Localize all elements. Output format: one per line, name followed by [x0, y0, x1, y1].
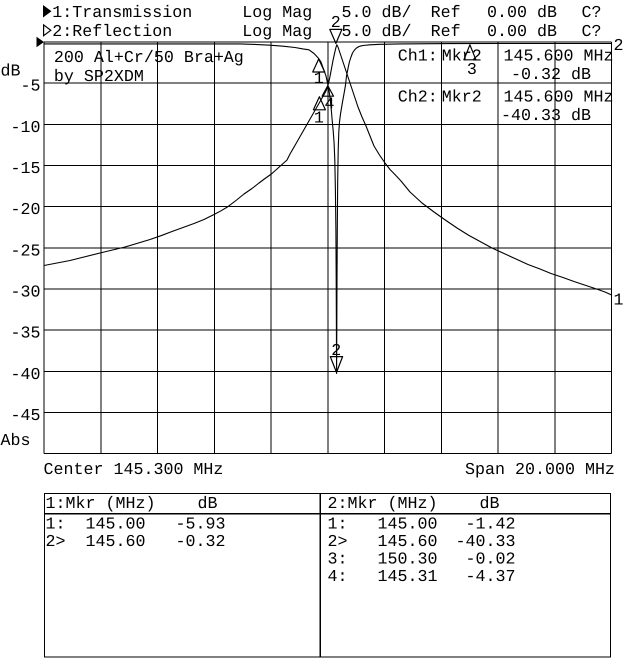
svg-text:Ch1:: Ch1:: [398, 48, 438, 67]
svg-text:-30: -30: [11, 284, 41, 303]
svg-text:dB: dB: [480, 495, 500, 514]
svg-text:by SP2XDM: by SP2XDM: [54, 68, 144, 87]
svg-text:-45: -45: [11, 407, 41, 426]
svg-text:Ref: Ref: [431, 23, 461, 42]
svg-text:Log Mag: Log Mag: [242, 4, 312, 23]
svg-text:200 Al+Cr/50 Bra+Ag: 200 Al+Cr/50 Bra+Ag: [54, 49, 244, 68]
svg-text:-5: -5: [21, 78, 41, 97]
svg-text:-15: -15: [11, 160, 41, 179]
svg-text:2: 2: [331, 14, 341, 33]
svg-text:-4.37: -4.37: [466, 568, 516, 587]
svg-text:1: 1: [314, 109, 324, 128]
svg-text:2> 145.60: 2> 145.60: [46, 533, 146, 552]
svg-text:145.600 MHz: 145.600 MHz: [504, 48, 614, 67]
svg-text:C?: C?: [582, 23, 602, 42]
svg-text:4: 4: [325, 96, 335, 115]
svg-text:C?: C?: [582, 4, 602, 23]
svg-text:Mkr2: Mkr2: [442, 89, 482, 108]
svg-text:-40.33 dB: -40.33 dB: [501, 107, 591, 126]
svg-text:3: 3: [467, 61, 477, 80]
svg-text:1: 145.00: 1: 145.00: [46, 516, 146, 535]
svg-text:4: 145.31: 4: 145.31: [328, 568, 438, 587]
svg-text:-20: -20: [11, 201, 41, 220]
svg-text:dB: dB: [198, 495, 218, 514]
svg-text:-0.32 dB: -0.32 dB: [511, 66, 591, 85]
svg-text:2: 2: [614, 37, 624, 56]
svg-text:0.00 dB: 0.00 dB: [487, 4, 557, 23]
svg-text:-25: -25: [11, 242, 41, 261]
svg-text:1:Transmission: 1:Transmission: [52, 4, 192, 23]
svg-text:-0.02: -0.02: [466, 551, 516, 570]
svg-text:Abs: Abs: [1, 432, 31, 451]
svg-text:2:Mkr (MHz): 2:Mkr (MHz): [328, 495, 438, 514]
svg-text:Log Mag: Log Mag: [242, 23, 312, 42]
svg-text:Ch2:: Ch2:: [398, 89, 438, 108]
svg-text:-1.42: -1.42: [466, 516, 516, 535]
svg-text:Mkr2: Mkr2: [442, 48, 482, 67]
svg-text:3: 150.30: 3: 150.30: [328, 551, 438, 570]
svg-text:1: 145.00: 1: 145.00: [328, 516, 438, 535]
svg-text:0.00 dB: 0.00 dB: [487, 23, 557, 42]
svg-text:Center 145.300 MHz: Center 145.300 MHz: [44, 461, 224, 480]
svg-text:-40: -40: [11, 366, 41, 385]
svg-text:2:Reflection: 2:Reflection: [52, 23, 172, 42]
svg-text:-5.93: -5.93: [176, 516, 226, 535]
svg-text:2: 2: [331, 342, 341, 361]
svg-text:1: 1: [614, 292, 624, 311]
svg-text:-40.33: -40.33: [456, 533, 516, 552]
svg-text:2> 145.60: 2> 145.60: [328, 533, 438, 552]
svg-text:5.0 dB/: 5.0 dB/: [342, 4, 412, 23]
svg-text:-10: -10: [11, 119, 41, 138]
svg-text:-35: -35: [11, 325, 41, 344]
svg-text:5.0 dB/: 5.0 dB/: [342, 23, 412, 42]
svg-text:dB: dB: [1, 63, 21, 82]
svg-text:145.600 MHz: 145.600 MHz: [504, 89, 614, 108]
svg-text:Span 20.000 MHz: Span 20.000 MHz: [465, 461, 615, 480]
svg-text:1: 1: [314, 70, 324, 89]
svg-text:1:Mkr (MHz): 1:Mkr (MHz): [46, 495, 156, 514]
svg-text:Ref: Ref: [431, 4, 461, 23]
svg-text:-0.32: -0.32: [176, 533, 226, 552]
